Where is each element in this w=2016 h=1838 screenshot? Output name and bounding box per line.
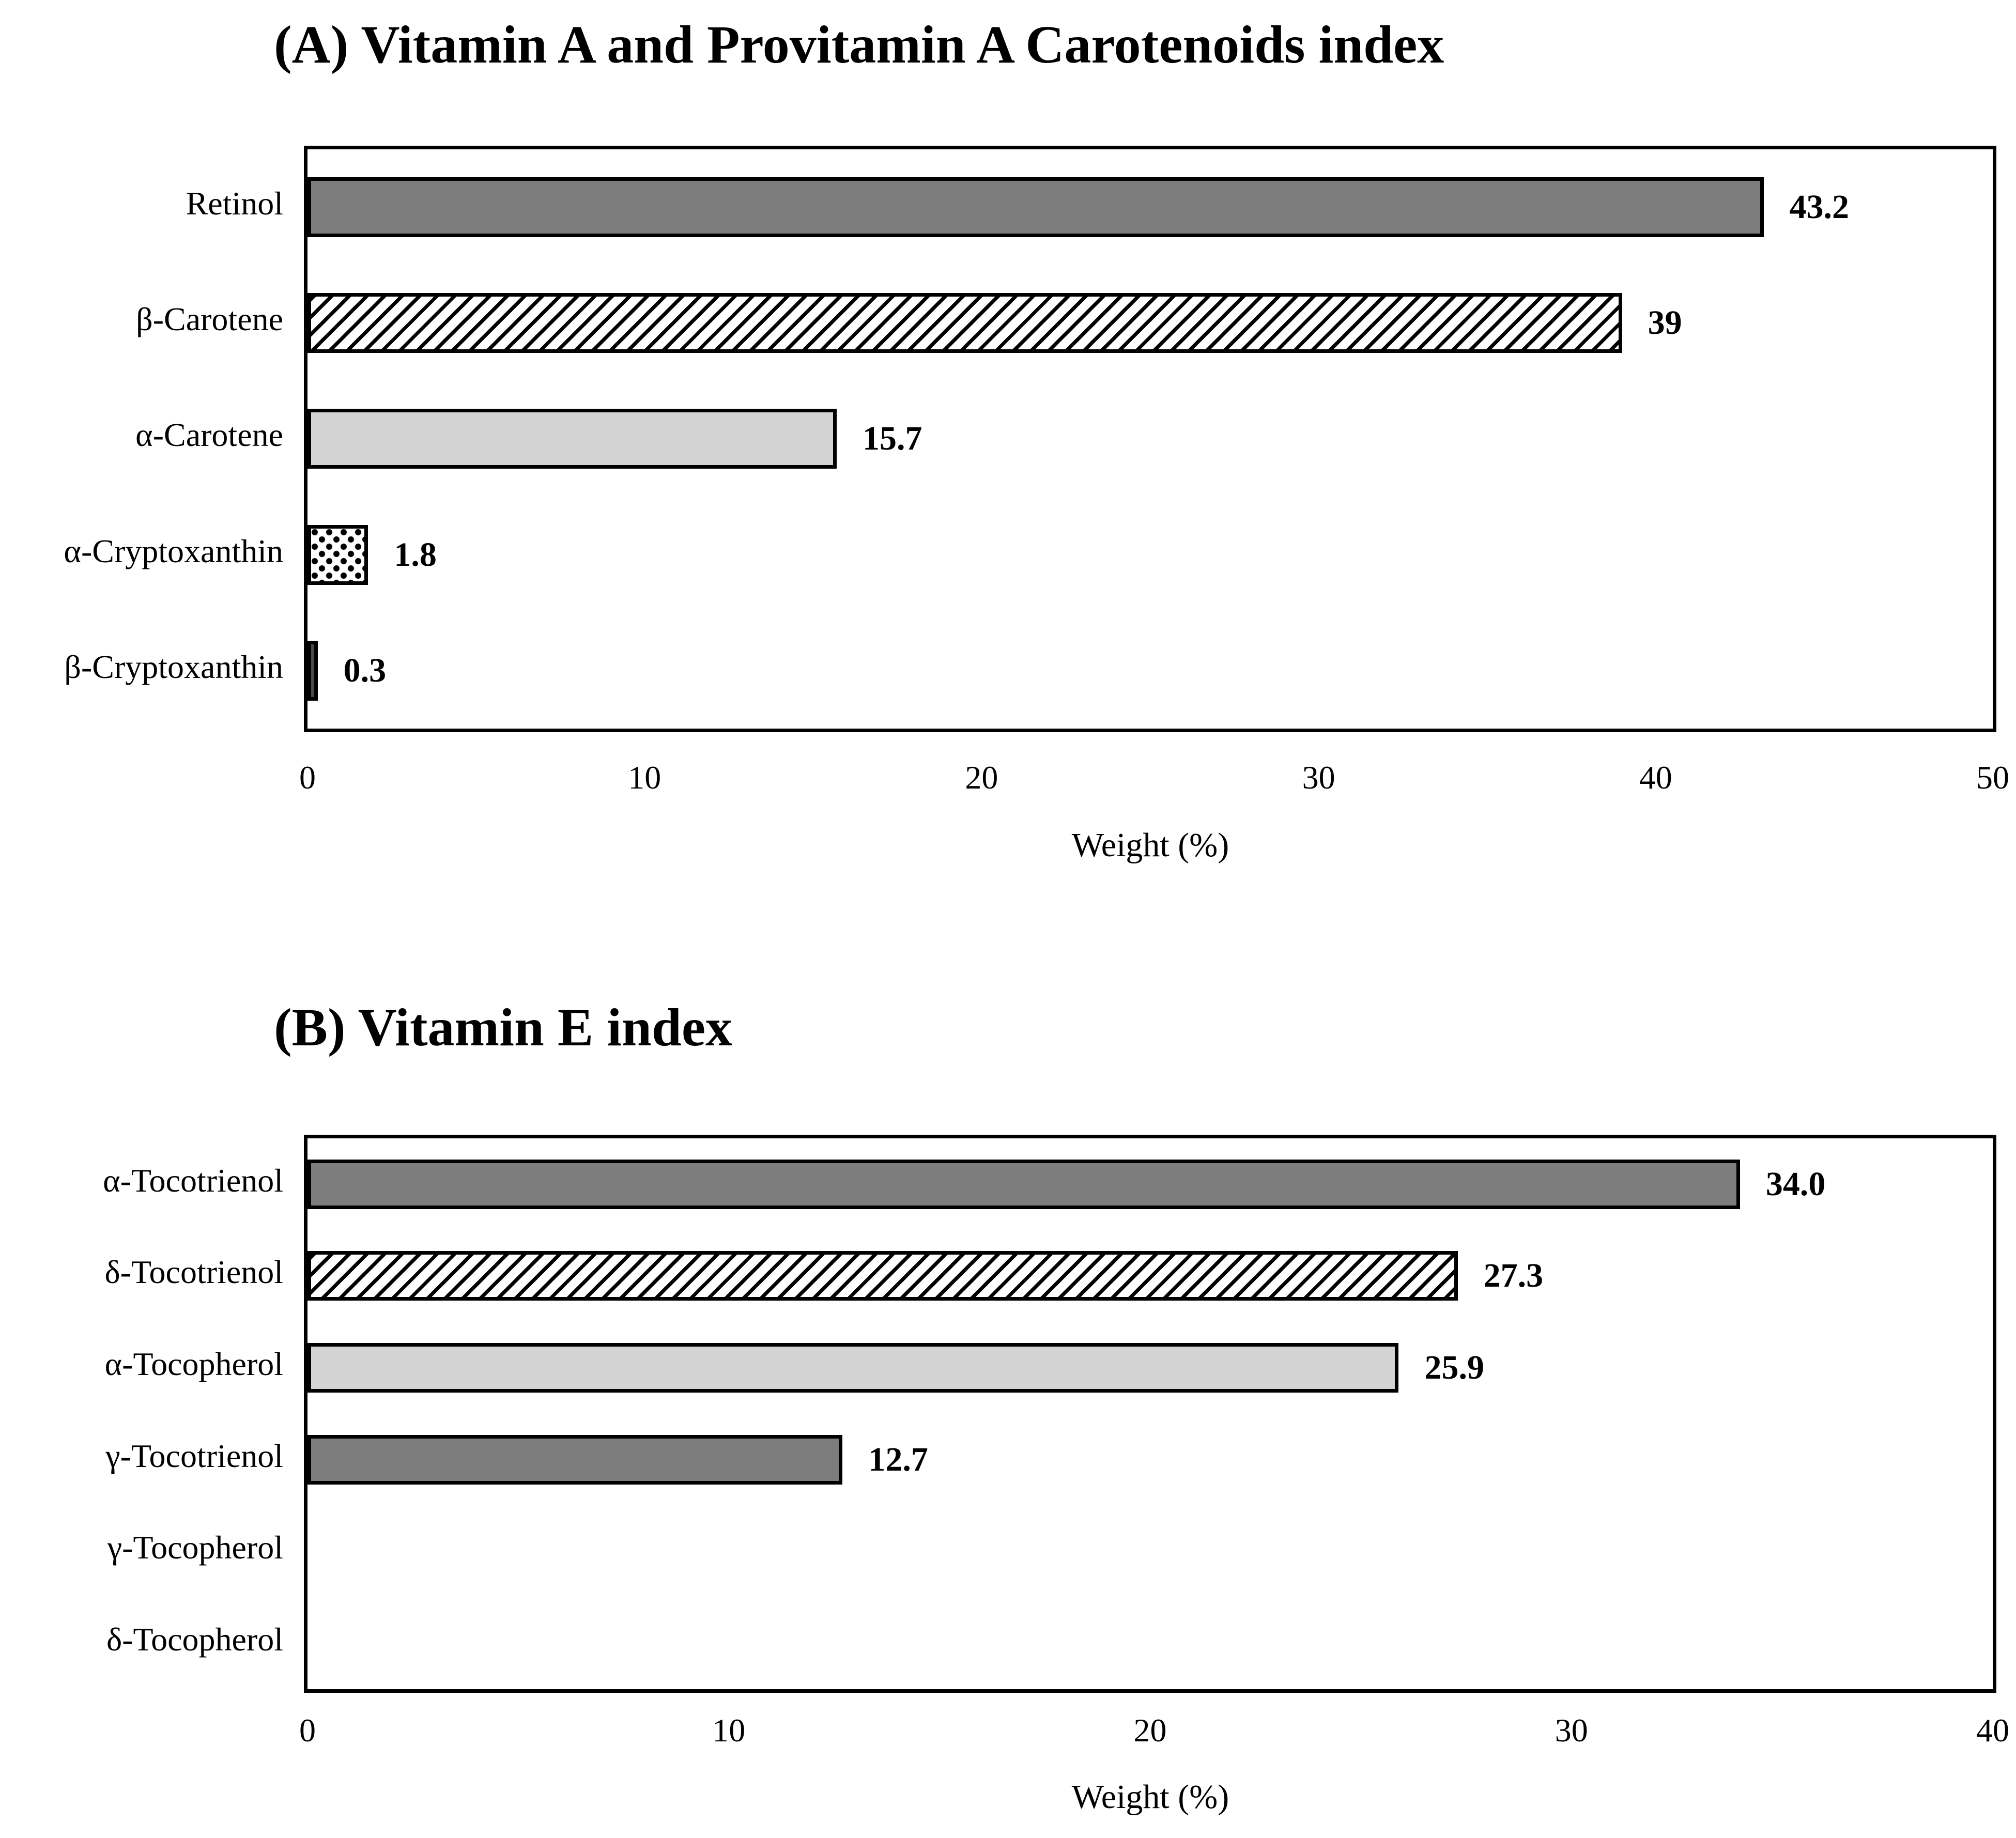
bar xyxy=(307,524,368,585)
category-label: α-Tocotrienol xyxy=(103,1162,283,1199)
bar-row xyxy=(307,1506,1993,1598)
bar xyxy=(307,409,837,469)
bar-row: 12.7 xyxy=(307,1414,1993,1506)
category-label: γ-Tocotrienol xyxy=(105,1437,283,1474)
x-tick-label: 20 xyxy=(965,759,998,796)
x-tick-label: 40 xyxy=(1639,759,1672,796)
bar-value-label: 25.9 xyxy=(1424,1349,1484,1387)
category-label: Retinol xyxy=(186,185,283,222)
chart-b-category-axis: α-Tocotrienol δ-Tocotrienol α-Tocopherol γ-… xyxy=(0,1135,283,1693)
bar xyxy=(307,177,1764,238)
bar-value-label: 12.7 xyxy=(868,1440,928,1478)
bar-row: 43.2 xyxy=(307,149,1993,265)
bar-row: 1.8 xyxy=(307,497,1993,613)
bar-row: 25.9 xyxy=(307,1322,1993,1414)
chart-a-x-axis-label: Weight (%) xyxy=(1071,826,1229,864)
bar-value-label: 43.2 xyxy=(1789,188,1850,226)
bar xyxy=(307,1434,843,1485)
category-label: δ-Tocopherol xyxy=(106,1621,283,1658)
bar-value-label: 39 xyxy=(1648,304,1682,342)
bar-value-label: 1.8 xyxy=(394,535,437,574)
bar-value-label: 15.7 xyxy=(862,420,922,458)
x-tick-label: 0 xyxy=(299,1712,316,1749)
bar-row: 39 xyxy=(307,265,1993,381)
category-label: δ-Tocotrienol xyxy=(104,1254,283,1291)
bar-row: 27.3 xyxy=(307,1230,1993,1322)
bar xyxy=(307,1343,1399,1393)
x-tick-label: 40 xyxy=(1976,1712,2009,1749)
chart-a-category-axis: Retinol β-Carotene α-Carotene α-Cryptoxanth… xyxy=(0,146,283,732)
chart-b-plot-area: 34.0 27.3 25.9 12.7 xyxy=(304,1135,1996,1693)
bar-row: 0.3 xyxy=(307,613,1993,729)
bar-row: 34.0 xyxy=(307,1138,1993,1230)
bar-value-label: 34.0 xyxy=(1765,1165,1826,1203)
x-tick-label: 30 xyxy=(1302,759,1335,796)
bar xyxy=(307,1159,1740,1209)
x-tick-label: 20 xyxy=(1133,1712,1167,1749)
chart-b-title: (B) Vitamin E index xyxy=(274,998,732,1057)
category-label: α-Cryptoxanthin xyxy=(64,532,283,569)
category-label: γ-Tocopherol xyxy=(107,1529,283,1566)
bar-value-label: 0.3 xyxy=(343,651,387,689)
bar-row: 15.7 xyxy=(307,381,1993,497)
x-tick-label: 50 xyxy=(1976,759,2009,796)
chart-b-x-axis-label: Weight (%) xyxy=(1071,1778,1229,1816)
x-tick-label: 10 xyxy=(628,759,661,796)
x-tick-label: 10 xyxy=(712,1712,746,1749)
category-label: β-Cryptoxanthin xyxy=(64,648,283,685)
x-tick-label: 0 xyxy=(299,759,316,796)
category-label: β-Carotene xyxy=(136,301,283,338)
bar-row xyxy=(307,1597,1993,1689)
bar xyxy=(307,640,318,701)
bar xyxy=(307,293,1622,353)
x-tick-label: 30 xyxy=(1555,1712,1588,1749)
chart-a-plot-area: 43.2 39 15.7 1.8 0.3 xyxy=(304,146,1996,732)
category-label: α-Carotene xyxy=(135,416,283,454)
category-label: α-Tocopherol xyxy=(104,1346,283,1383)
chart-a-title: (A) Vitamin A and Provitamin A Carotenoi… xyxy=(274,15,1444,74)
bar xyxy=(307,1251,1458,1301)
bar-value-label: 27.3 xyxy=(1483,1257,1544,1295)
